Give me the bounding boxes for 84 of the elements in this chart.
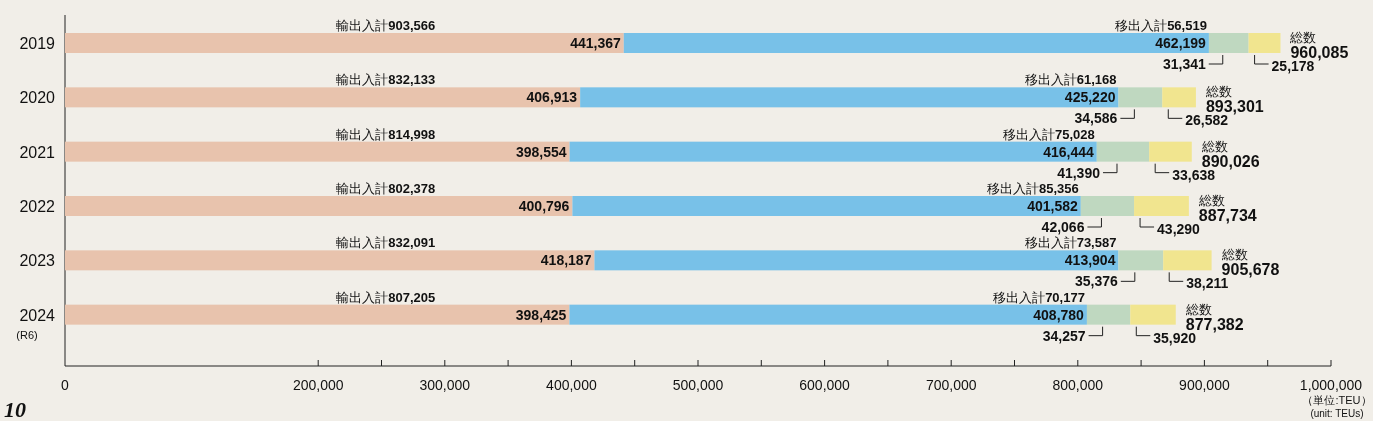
- data-label: 42,066: [1041, 219, 1085, 235]
- x-tick-label: 700,000: [925, 377, 977, 393]
- bar: [569, 304, 1087, 325]
- bar: [65, 196, 573, 216]
- total-label: 887,734: [1198, 207, 1257, 224]
- x-tick-label: 300,000: [419, 377, 471, 393]
- text: 10: [4, 397, 26, 421]
- data-label: 413,904: [1064, 252, 1116, 269]
- data-label: 35,376: [1074, 273, 1119, 290]
- x-tick-label: 400,000: [546, 377, 597, 393]
- annotation: 移出入計73,587: [1024, 235, 1117, 251]
- annotation: 移出入計56,519: [1115, 18, 1207, 33]
- x-tick-label: 900,000: [1179, 377, 1230, 393]
- annotation: 総数: [1200, 138, 1228, 154]
- bar: [65, 304, 570, 325]
- y-tick-label: 2019: [19, 35, 56, 52]
- data-label: 418,187: [540, 252, 592, 269]
- y-tick-label: 2024: [19, 306, 56, 324]
- annotation: 輸出入計903,566: [336, 18, 436, 33]
- x-tick-label: 500,000: [672, 377, 724, 393]
- annotation: 輸出入計807,205: [336, 289, 436, 305]
- bar: [1130, 304, 1176, 325]
- annotation: 輸出入計802,378: [336, 181, 436, 196]
- data-label: 31,341: [1162, 56, 1206, 72]
- bar: [65, 33, 624, 53]
- bar: [1118, 87, 1163, 108]
- bar: [1248, 33, 1281, 53]
- x-tick-label: 1,000,000: [1299, 377, 1363, 393]
- bar: [572, 196, 1081, 216]
- annotation: 総数: [1220, 247, 1248, 263]
- text: (unit: TEUs): [1310, 408, 1364, 419]
- annotation: 移出入計75,028: [1003, 126, 1095, 142]
- y-tick-label: 2021: [19, 143, 56, 161]
- bar: [569, 141, 1097, 162]
- data-label: 34,586: [1074, 110, 1118, 127]
- data-label: 398,554: [515, 143, 567, 160]
- bar: [1134, 196, 1189, 216]
- bar: [65, 250, 595, 271]
- x-tick-label: 600,000: [799, 377, 851, 393]
- annotation: 輸出入計832,133: [336, 72, 436, 88]
- bar: [1080, 196, 1135, 216]
- annotation: 総数: [1204, 84, 1232, 100]
- annotation: 総数: [1184, 301, 1212, 317]
- bar: [1086, 304, 1131, 325]
- data-label: 398,425: [515, 306, 567, 323]
- data-label: 401,582: [1027, 198, 1079, 214]
- annotation: 輸出入計814,998: [336, 126, 436, 142]
- y-tick-label: 2020: [19, 89, 56, 107]
- data-label: 408,780: [1033, 306, 1085, 323]
- data-label: 400,796: [518, 198, 570, 214]
- data-label: 34,257: [1042, 327, 1086, 344]
- x-tick-label: 0: [61, 377, 70, 393]
- bar: [1208, 33, 1249, 53]
- bar: [65, 141, 570, 162]
- bar: [65, 87, 581, 108]
- annotation: 移出入計61,168: [1024, 72, 1117, 88]
- bar: [1096, 141, 1150, 162]
- data-label: 406,913: [526, 89, 578, 106]
- annotation: 輸出入計832,091: [336, 235, 436, 251]
- total-label: 960,085: [1290, 44, 1349, 61]
- bar: [623, 33, 1209, 53]
- annotation: 総数: [1197, 193, 1225, 208]
- bar: [594, 250, 1119, 271]
- annotation: 移出入計85,356: [987, 181, 1079, 196]
- y-tick-label: 2023: [19, 252, 56, 270]
- data-label: 462,199: [1155, 35, 1207, 51]
- bar: [580, 87, 1119, 108]
- data-label: 43,290: [1157, 221, 1201, 237]
- text: （単位:TEU）: [1302, 394, 1372, 406]
- bar: [1118, 250, 1164, 271]
- x-tick-label: 200,000: [292, 377, 344, 393]
- data-label: 41,390: [1057, 164, 1101, 181]
- data-label: 25,178: [1271, 58, 1315, 74]
- bar: [1163, 250, 1212, 271]
- bar: [1149, 141, 1192, 162]
- x-tick-label: 800,000: [1052, 377, 1104, 393]
- text: (R6): [16, 328, 38, 341]
- annotation: 総数: [1289, 30, 1317, 45]
- annotation: 移出入計70,177: [993, 289, 1085, 305]
- bar: [1162, 87, 1196, 108]
- data-label: 416,444: [1043, 143, 1094, 160]
- data-label: 425,220: [1064, 89, 1116, 106]
- data-label: 441,367: [570, 35, 621, 51]
- y-tick-label: 2022: [19, 198, 56, 215]
